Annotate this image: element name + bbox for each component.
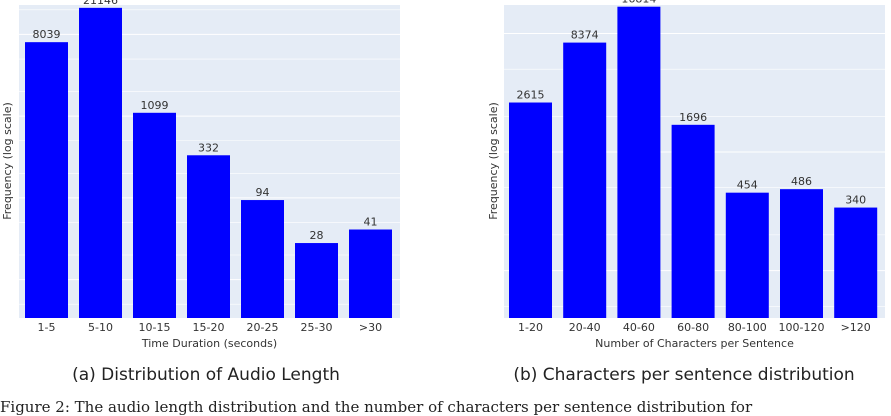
bar — [563, 42, 607, 318]
value-label: 340 — [845, 194, 866, 207]
bar — [834, 207, 878, 318]
x-tick-label: 10-15 — [139, 321, 171, 334]
x-tick-label: >120 — [841, 321, 871, 334]
value-label: 21146 — [83, 0, 118, 7]
bars — [25, 7, 392, 318]
value-label: 2615 — [517, 89, 545, 102]
value-label: 28 — [310, 229, 324, 242]
bar — [617, 6, 661, 318]
bar — [133, 112, 176, 318]
x-axis-label: Number of Characters per Sentence — [595, 337, 794, 350]
x-tick-label: >30 — [359, 321, 382, 334]
value-labels: 2615 8374 16814 1696 454 486 340 — [517, 0, 867, 207]
x-tick-label: 100-120 — [779, 321, 825, 334]
bar — [187, 155, 230, 318]
x-tick-label: 60-80 — [677, 321, 709, 334]
x-tick-label: 25-30 — [301, 321, 333, 334]
y-axis-label: Frequency (log scale) — [1, 102, 14, 220]
caption-a: (a) Distribution of Audio Length — [72, 365, 340, 385]
bar — [780, 189, 823, 318]
bar — [295, 243, 338, 318]
value-label: 8374 — [571, 29, 599, 42]
x-tick-label: 80-100 — [728, 321, 767, 334]
bar — [671, 124, 715, 318]
x-tick-label: 20-40 — [569, 321, 601, 334]
x-tick-label: 5-10 — [88, 321, 113, 334]
bar — [25, 42, 68, 318]
bar — [509, 102, 552, 318]
bar — [349, 229, 392, 318]
chart-panel-a: 8039 21146 1099 332 94 28 41 1-5 5-10 10-15 15-20… — [1, 0, 400, 385]
x-tick-label: 40-60 — [623, 321, 655, 334]
x-tick-label: 1-5 — [38, 321, 56, 334]
y-axis-label: Frequency (log scale) — [487, 102, 500, 220]
x-tick-label: 1-20 — [518, 321, 543, 334]
figure-footer-text: Figure 2: The audio length distribution … — [0, 398, 753, 416]
x-tick-labels: 1-20 20-40 40-60 60-80 80-100 100-120 >120 — [518, 321, 871, 334]
x-tick-label: 20-25 — [247, 321, 279, 334]
bar — [79, 7, 122, 318]
value-label: 1696 — [679, 111, 707, 124]
value-label: 486 — [791, 175, 812, 188]
chart-panel-b: 2615 8374 16814 1696 454 486 340 1-20 20-40 40-6… — [487, 0, 885, 385]
bar — [725, 192, 769, 318]
x-axis-label: Time Duration (seconds) — [141, 337, 277, 350]
bars — [509, 6, 878, 318]
x-tick-label: 15-20 — [193, 321, 225, 334]
value-labels: 8039 21146 1099 332 94 28 41 — [33, 0, 378, 242]
caption-b: (b) Characters per sentence distribution — [513, 365, 854, 385]
value-label: 8039 — [33, 28, 61, 41]
bar — [241, 200, 284, 318]
value-label: 454 — [737, 179, 758, 192]
value-label: 1099 — [141, 99, 169, 112]
value-label: 332 — [198, 141, 219, 154]
x-tick-labels: 1-5 5-10 10-15 15-20 20-25 25-30 >30 — [38, 321, 383, 334]
value-label: 16814 — [621, 0, 656, 6]
value-label: 94 — [256, 186, 270, 199]
value-label: 41 — [364, 216, 378, 229]
